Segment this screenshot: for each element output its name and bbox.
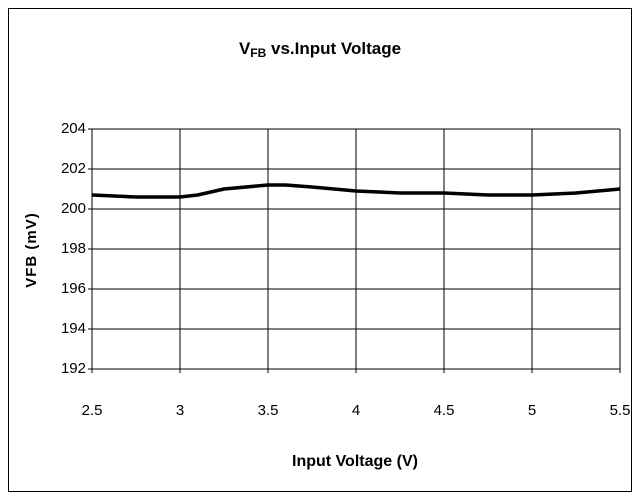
x-tick-label: 3 — [176, 402, 184, 419]
x-tick-label: 3.5 — [258, 402, 279, 419]
y-tick-label: 194 — [61, 320, 86, 337]
chart-border — [8, 8, 632, 492]
x-axis-label: Input Voltage (V) — [292, 453, 418, 470]
title-sub: FB — [250, 46, 266, 60]
chart-title: VFB vs.Input Voltage — [239, 39, 401, 60]
y-tick-label: 204 — [61, 120, 86, 137]
data-line — [91, 183, 621, 199]
y-tick-label: 192 — [61, 360, 86, 377]
x-tick-label: 2.5 — [82, 402, 103, 419]
y-tick-label: 196 — [61, 280, 86, 297]
y-tick-label: 200 — [61, 200, 86, 217]
title-part: V — [239, 39, 251, 58]
x-tick-label: 5 — [528, 402, 536, 419]
x-tick-label: 4 — [352, 402, 360, 419]
x-tick-label: 4.5 — [434, 402, 455, 419]
y-tick-label: 202 — [61, 160, 86, 177]
y-tick-label: 198 — [61, 240, 86, 257]
x-tick-label: 5.5 — [610, 402, 631, 419]
title-part: vs.Input Voltage — [266, 39, 401, 58]
y-axis-label: VFB (mV) — [23, 212, 40, 288]
